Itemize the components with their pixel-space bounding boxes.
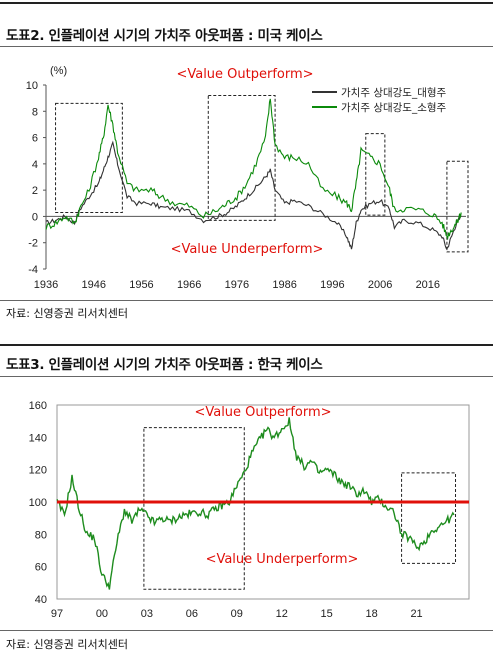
x-tick-label: 2006 <box>368 279 392 291</box>
unit-label: (%) <box>50 65 67 77</box>
x-tick-label: 03 <box>141 608 153 620</box>
figure2-source-rule <box>0 630 493 631</box>
figure1-title: 도표2. 인플레이션 시기의 가치주 아웃퍼폼 : 미국 케이스 <box>6 28 323 44</box>
highlight-period-box <box>143 427 245 590</box>
x-tick-label: 1966 <box>177 279 201 291</box>
x-tick-label: 15 <box>321 608 333 620</box>
x-tick-label: 1946 <box>81 279 105 291</box>
highlight-period-box <box>207 95 276 221</box>
annotation-outperform: <Value Outperform> <box>194 405 331 420</box>
figure2-source: 자료: 신영증권 리서치센터 <box>6 638 129 651</box>
x-tick-label: 18 <box>365 608 377 620</box>
series-line-small-cap <box>45 98 462 241</box>
x-tick-label: 1956 <box>129 279 153 291</box>
us-value-relative-strength-chart: (%) 10 8 6 4 2 0 -2 -4 1936 1946 1956 1966 1976 1986 19… <box>26 65 469 291</box>
y-tick-label: 0 <box>32 211 38 223</box>
figure2-title-rule <box>0 376 493 377</box>
annotation-underperform: <Value Underperform> <box>206 552 359 567</box>
series-line-korea <box>56 417 455 590</box>
figure1-top-rule <box>0 2 493 4</box>
y-tick-label: 8 <box>32 106 38 118</box>
y-tick-label: 60 <box>35 562 47 574</box>
figure2-top-rule <box>0 344 493 346</box>
y-tick-label: 160 <box>29 400 47 412</box>
y-tick-label: 140 <box>29 432 47 444</box>
x-tick-label: 1976 <box>225 279 249 291</box>
figure1-title-rule <box>0 46 493 47</box>
figure2-title: 도표3. 인플레이션 시기의 가치주 아웃퍼폼 : 한국 케이스 <box>6 357 323 373</box>
x-tick-label: 1996 <box>320 279 344 291</box>
y-tick-label: 4 <box>32 159 38 171</box>
y-tick-label: 40 <box>35 594 47 606</box>
highlight-period-box <box>365 133 386 216</box>
y-tick-label: 120 <box>29 465 47 477</box>
legend-label: 가치주 상대강도_소형주 <box>341 102 447 114</box>
highlight-period-box <box>446 160 469 253</box>
x-tick-label: 06 <box>186 608 198 620</box>
x-tick-label: 1986 <box>272 279 296 291</box>
highlight-period-box <box>55 102 123 213</box>
x-tick-label: 00 <box>96 608 108 620</box>
x-tick-label: 1936 <box>34 279 58 291</box>
y-tick-label: 2 <box>32 185 38 197</box>
figure1-source-rule <box>0 300 493 301</box>
x-tick-label: 12 <box>276 608 288 620</box>
annotation-underperform: <Value Underperform> <box>171 242 324 257</box>
y-tick-label: 80 <box>35 529 47 541</box>
y-tick-label: 10 <box>26 80 38 92</box>
korea-value-relative-strength-chart: 160 140 120 100 80 60 40 97 00 03 06 09 12 15 18 21 <Val… <box>29 400 470 620</box>
y-tick-label: 6 <box>32 133 38 145</box>
x-tick-label: 21 <box>410 608 422 620</box>
legend-label: 가치주 상대강도_대형주 <box>341 87 447 99</box>
y-tick-label: -4 <box>28 264 38 276</box>
y-tick-label: 100 <box>29 497 47 509</box>
highlight-period-box <box>401 472 457 564</box>
x-tick-label: 97 <box>51 608 63 620</box>
annotation-outperform: <Value Outperform> <box>176 67 313 82</box>
x-tick-label: 2016 <box>416 279 440 291</box>
y-tick-label: -2 <box>28 238 38 250</box>
figure1-source: 자료: 신영증권 리서치센터 <box>6 307 129 320</box>
x-tick-label: 09 <box>231 608 243 620</box>
series-line-large-cap <box>45 140 462 251</box>
